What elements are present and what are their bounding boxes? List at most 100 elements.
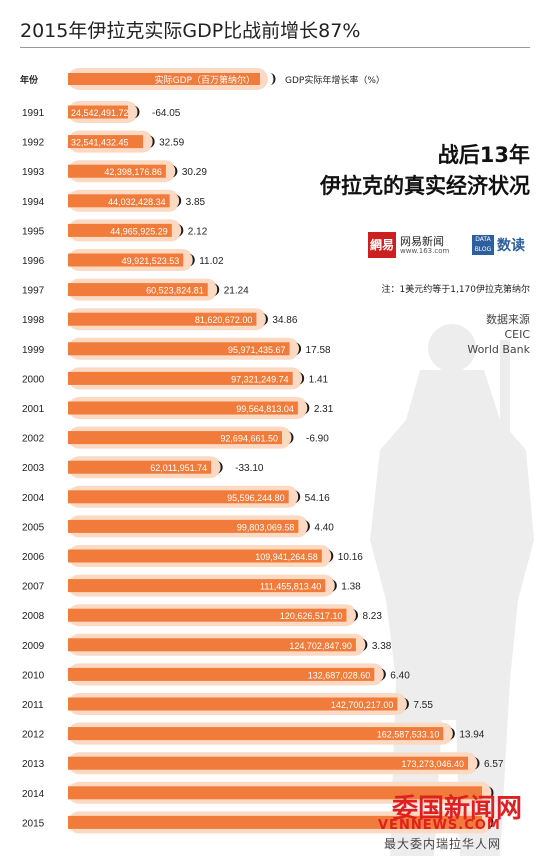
title-divider (20, 47, 530, 48)
gdp-bar (68, 283, 208, 297)
year-label: 2005 (22, 522, 45, 533)
gdp-bar (68, 756, 469, 770)
growth-value-label: 21.24 (224, 286, 249, 297)
gdp-value-label: 99,803,069.58 (237, 522, 295, 532)
growth-value-label: 13.94 (459, 730, 484, 741)
year-label: 2004 (22, 493, 45, 504)
year-label: 1992 (22, 138, 45, 149)
gdp-bar (68, 608, 347, 622)
growth-marker-0 (134, 106, 140, 118)
gdp-bar-chart: 年份 实际GDP（百万第纳尔） GDP实际年增长率（%） 1991 24,542,491… (20, 68, 504, 834)
watermark-title: 委国新闻网 (392, 794, 523, 824)
gdp-bar (68, 638, 356, 652)
growth-marker-2 (171, 165, 178, 178)
gdp-bar (68, 697, 398, 711)
gdp-value-label: 111,455,813.40 (260, 582, 321, 592)
growth-value-label: -6.90 (306, 434, 329, 445)
growth-marker-23 (488, 786, 494, 799)
gdp-bar (68, 223, 172, 237)
growth-value-label: 10.16 (338, 552, 363, 563)
gdp-value-label: 92,694,661.50 (220, 434, 278, 444)
headline: 战后13年 伊拉克的真实经济状况 (320, 140, 530, 202)
gdp-bar (68, 194, 170, 208)
watermark-url: VENNEWS.COM (378, 818, 501, 833)
growth-value-label: 4.40 (314, 522, 334, 533)
year-label: 1995 (22, 226, 45, 237)
growth-value-label: 2.12 (188, 226, 208, 237)
year-label: 1997 (22, 286, 45, 297)
gdp-bar (68, 667, 375, 681)
header-bar (68, 73, 260, 85)
gdp-bar (68, 342, 290, 356)
growth-marker-14 (304, 520, 310, 533)
year-label: 2000 (22, 374, 45, 385)
gdp-bar (68, 401, 298, 415)
growth-value-label: 54.16 (305, 493, 330, 504)
year-label: 1999 (22, 345, 45, 356)
gdp-bar (68, 431, 282, 445)
gdp-bar (68, 371, 293, 385)
watermark-tagline: 最大委内瑞拉华人网 (384, 837, 502, 851)
source-label: 数据来源 (486, 313, 530, 326)
gdp-bar (68, 460, 212, 474)
gdp-bar (68, 519, 299, 533)
growth-marker-12 (217, 461, 223, 474)
growth-marker-11 (287, 431, 294, 444)
year-label: 2002 (22, 434, 45, 445)
brand-url: www.163.com (400, 247, 450, 255)
year-label: 2006 (22, 552, 45, 563)
growth-marker-1 (149, 135, 155, 148)
growth-marker-15 (327, 550, 334, 562)
gdp-bar (68, 549, 322, 563)
growth-value-label: -64.05 (152, 108, 181, 119)
gdp-bar (68, 815, 482, 829)
exchange-rate-note: 注：1美元约等于1,170伊拉克第纳尔 (381, 285, 531, 295)
headline-line-2: 伊拉克的真实经济状况 (320, 174, 530, 198)
gdp-bar (68, 727, 444, 741)
year-label: 2013 (22, 759, 45, 770)
year-label: 2009 (22, 641, 45, 652)
growth-header-label: GDP实际年增长率（%） (285, 74, 385, 86)
growth-value-label: 1.41 (309, 374, 329, 385)
page-title: 2015年伊拉克实际GDP比战前增长87% (20, 20, 361, 42)
gdp-bar (68, 164, 166, 178)
gdp-bar (68, 490, 289, 504)
gdp-value-label: 132,687,028.60 (308, 670, 371, 680)
growth-value-label: 6.40 (390, 670, 410, 681)
gdp-value-label: 62,011,951.74 (150, 463, 207, 473)
growth-marker-20 (403, 698, 409, 710)
growth-marker-5 (189, 254, 195, 266)
gdp-value-label: 99,564,813.04 (236, 404, 294, 414)
brand-block: 網易 网易新闻 www.163.com DATA BLOG 数读 (368, 232, 533, 258)
gdp-value-label: 81,620,672.00 (195, 315, 253, 325)
year-label: 1996 (22, 256, 45, 267)
growth-marker-7 (262, 313, 268, 326)
year-label: 2010 (22, 670, 45, 681)
growth-marker-16 (331, 579, 337, 592)
gdp-bar (68, 135, 144, 149)
growth-value-label: 7.55 (413, 700, 433, 711)
growth-marker-22 (474, 757, 480, 770)
year-label: 1991 (22, 108, 45, 119)
year-label: 2008 (22, 611, 45, 622)
growth-marker-9 (298, 372, 305, 385)
growth-marker-8 (295, 342, 302, 355)
year-label: 1993 (22, 167, 45, 178)
year-label: 2007 (22, 582, 45, 593)
gdp-value-label: 120,626,517.10 (280, 611, 343, 621)
gdp-value-label: 124,702,847.90 (289, 641, 352, 651)
column-name: 数读 (497, 238, 525, 254)
growth-value-label: 32.59 (159, 138, 184, 149)
growth-value-label: 2.31 (314, 404, 334, 415)
gdp-value-label: 24,542,491.72 (71, 108, 129, 118)
gdp-value-label: 49,921,523.53 (122, 256, 180, 266)
growth-marker-4 (177, 224, 184, 237)
gdp-value-label: 109,941,264.58 (255, 552, 318, 562)
year-label: 2011 (22, 700, 44, 711)
growth-value-label: 3.38 (372, 641, 392, 652)
year-label: 2001 (22, 404, 45, 415)
growth-value-label: -33.10 (235, 463, 264, 474)
year-label: 2012 (22, 730, 45, 741)
growth-marker-3 (175, 194, 182, 207)
growth-marker-19 (380, 668, 386, 681)
